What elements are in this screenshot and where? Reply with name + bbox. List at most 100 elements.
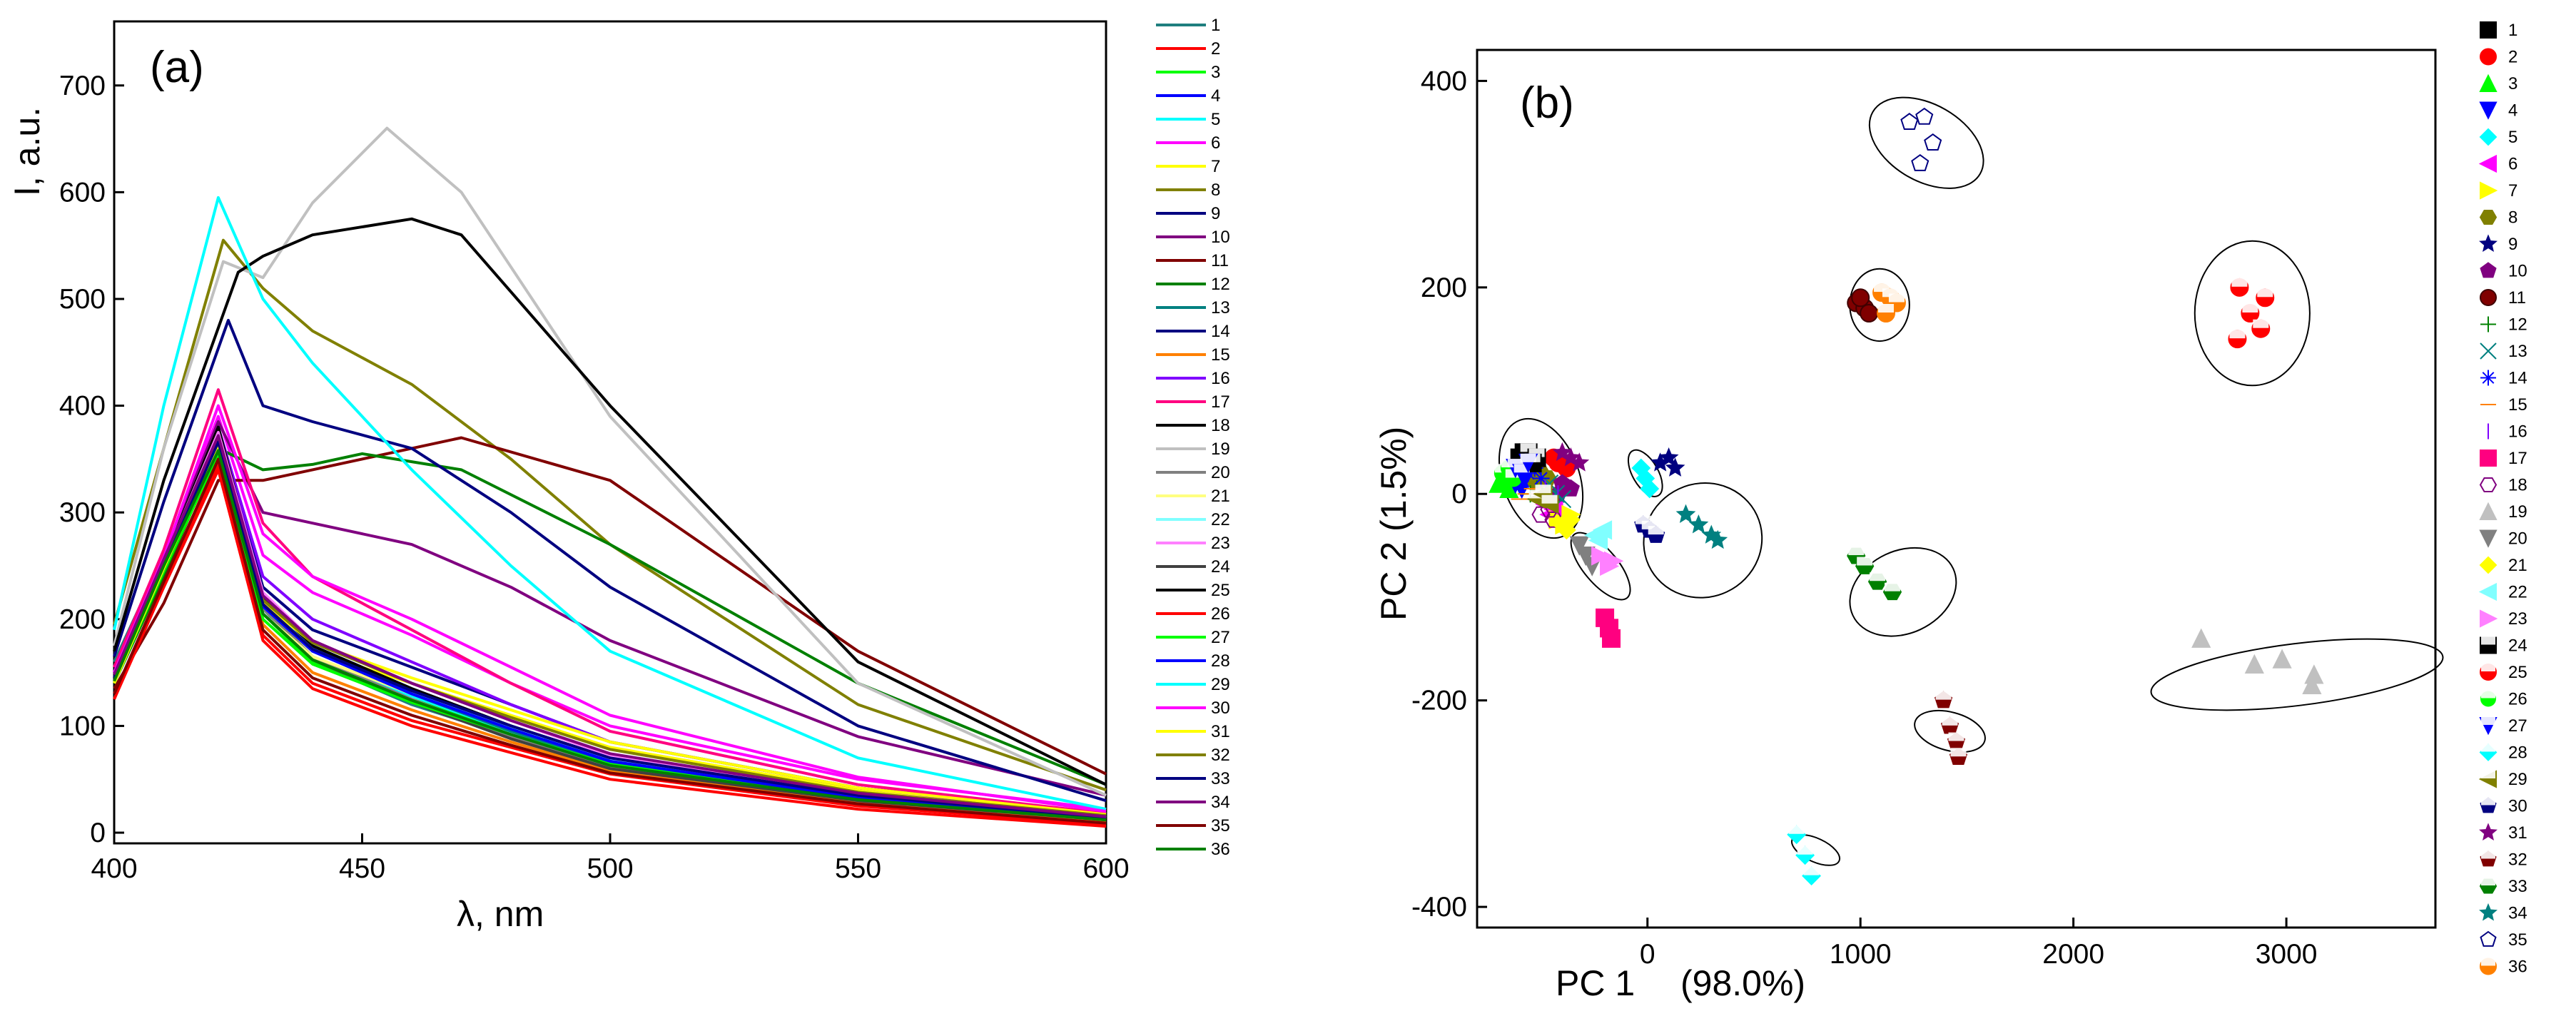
legend-marker-24-highlight (2481, 636, 2495, 645)
legend-label-18: 18 (1211, 416, 1230, 435)
legend-marker-9 (2479, 234, 2498, 253)
scatter-point-19 (2272, 649, 2292, 669)
legend-label-16: 16 (1211, 369, 1230, 388)
x-tick-label: 2000 (2042, 939, 2104, 970)
y-tick-label: 300 (59, 497, 106, 528)
scatter-point-29-highlight (1541, 494, 1558, 504)
legend-label-11: 11 (1211, 251, 1229, 270)
legend-marker-25-highlight (2481, 664, 2495, 671)
legend-label-23: 23 (1211, 534, 1230, 553)
panel-a-legend: 1234567891011121314151617181920212223242… (1156, 16, 1230, 859)
legend-marker-6 (2478, 154, 2497, 173)
legend-label-7: 7 (2508, 181, 2517, 200)
legend-label-13: 13 (2508, 342, 2527, 361)
legend-marker-8 (2479, 209, 2498, 225)
legend-marker-23 (2480, 609, 2498, 628)
series-line-10 (113, 420, 1107, 797)
legend-marker-7 (2480, 181, 2498, 200)
scatter-point-9 (1658, 447, 1679, 467)
legend-label-27: 27 (1211, 628, 1230, 647)
legend-label-25: 25 (2508, 663, 2527, 682)
legend-label-9: 9 (2508, 235, 2517, 254)
scatter-point-23 (1604, 551, 1624, 571)
scatter-point-32-highlight (1950, 748, 1967, 757)
legend-label-15: 15 (2508, 395, 2527, 415)
legend-marker-35 (2480, 930, 2497, 947)
scatter-point-32-highlight (1942, 716, 1958, 726)
legend-label-12: 12 (2508, 315, 2527, 335)
scatter-point-33-highlight (1848, 547, 1865, 556)
legend-label-19: 19 (1211, 440, 1230, 459)
legend-marker-29-highlight (2481, 771, 2495, 778)
scatter-point-14 (1519, 464, 1537, 482)
scatter-point-25-highlight (2253, 319, 2269, 328)
legend-label-13: 13 (1211, 298, 1230, 318)
legend-marker-21 (2479, 556, 2498, 574)
legend-label-7: 7 (1211, 157, 1220, 176)
legend-label-22: 22 (1211, 510, 1230, 529)
panel-b-legend: 1234567891011121314151617181920212223242… (2478, 21, 2527, 977)
legend-label-31: 31 (2508, 823, 2527, 843)
legend-label-4: 4 (1211, 86, 1220, 106)
y-tick-label: 200 (59, 604, 106, 635)
legend-marker-18 (2479, 477, 2498, 493)
legend-label-32: 32 (2508, 850, 2527, 870)
legend-label-29: 29 (2508, 770, 2527, 789)
scatter-point-25-highlight (2231, 278, 2248, 287)
confidence-ellipse (2194, 240, 2311, 387)
legend-label-29: 29 (1211, 675, 1230, 694)
scatter-point-19 (2191, 628, 2211, 648)
y-tick-label: 700 (59, 71, 106, 101)
confidence-ellipse (1643, 482, 1763, 599)
scatter-point-35 (1900, 113, 1919, 131)
legend-marker-3 (2479, 73, 2498, 92)
legend-marker-4 (2479, 101, 2498, 120)
series-line-26 (113, 468, 1107, 828)
x-tick-label: 450 (339, 853, 385, 884)
legend-label-24: 24 (1211, 557, 1230, 577)
series-line-29 (113, 195, 1107, 811)
x-tick-label: 400 (91, 853, 137, 884)
scatter-point-22 (1588, 530, 1608, 550)
legend-label-16: 16 (2508, 422, 2527, 442)
scatter-point-14 (1532, 469, 1550, 487)
legend-label-23: 23 (2508, 609, 2527, 629)
legend-label-26: 26 (1211, 604, 1230, 624)
scatter-point-35 (1924, 133, 1942, 151)
panel-b-ticks: 0 1000 2000 3000 -400 -200 0 200 400 (1411, 66, 2318, 970)
legend-marker-17 (2480, 450, 2497, 467)
legend-label-21: 21 (2508, 556, 2527, 575)
panel-a-plot-frame (113, 20, 1107, 845)
legend-marker-31 (2479, 823, 2498, 841)
legend-label-27: 27 (2508, 716, 2527, 736)
legend-label-11: 11 (2508, 288, 2526, 308)
scatter-point-27-highlight (1520, 453, 1536, 462)
legend-label-34: 34 (1211, 793, 1230, 812)
legend-marker-33-highlight (2481, 878, 2495, 885)
legend-label-5: 5 (2508, 128, 2517, 147)
series-line-19 (113, 126, 1107, 797)
scatter-point-28-highlight (1797, 845, 1813, 855)
legend-label-6: 6 (2508, 155, 2517, 174)
scatter-point-33-highlight (1857, 557, 1873, 566)
scatter-point-22 (1592, 520, 1613, 540)
scatter-point-21 (1561, 509, 1581, 529)
scatter-point-25-highlight (2257, 288, 2273, 298)
legend-marker-34 (2479, 903, 2498, 921)
legend-label-4: 4 (2508, 101, 2517, 121)
x-tick-label: 500 (587, 853, 633, 884)
series-line-33 (113, 440, 1107, 820)
panel-a-y-axis-label: I, a.u. (7, 107, 47, 196)
legend-marker-36-highlight (2481, 958, 2495, 966)
legend-label-2: 2 (1211, 39, 1220, 59)
legend-label-31: 31 (1211, 722, 1230, 741)
legend-label-34: 34 (2508, 904, 2527, 923)
panel-b-plot-frame (1476, 49, 2437, 929)
legend-label-21: 21 (1211, 487, 1230, 506)
legend-label-22: 22 (2508, 583, 2527, 602)
scatter-point-20 (1576, 547, 1596, 567)
legend-label-17: 17 (1211, 392, 1230, 412)
y-tick-label: 500 (59, 284, 106, 315)
y-tick-label: 200 (1421, 273, 1467, 303)
scatter-point-9 (1665, 457, 1685, 477)
